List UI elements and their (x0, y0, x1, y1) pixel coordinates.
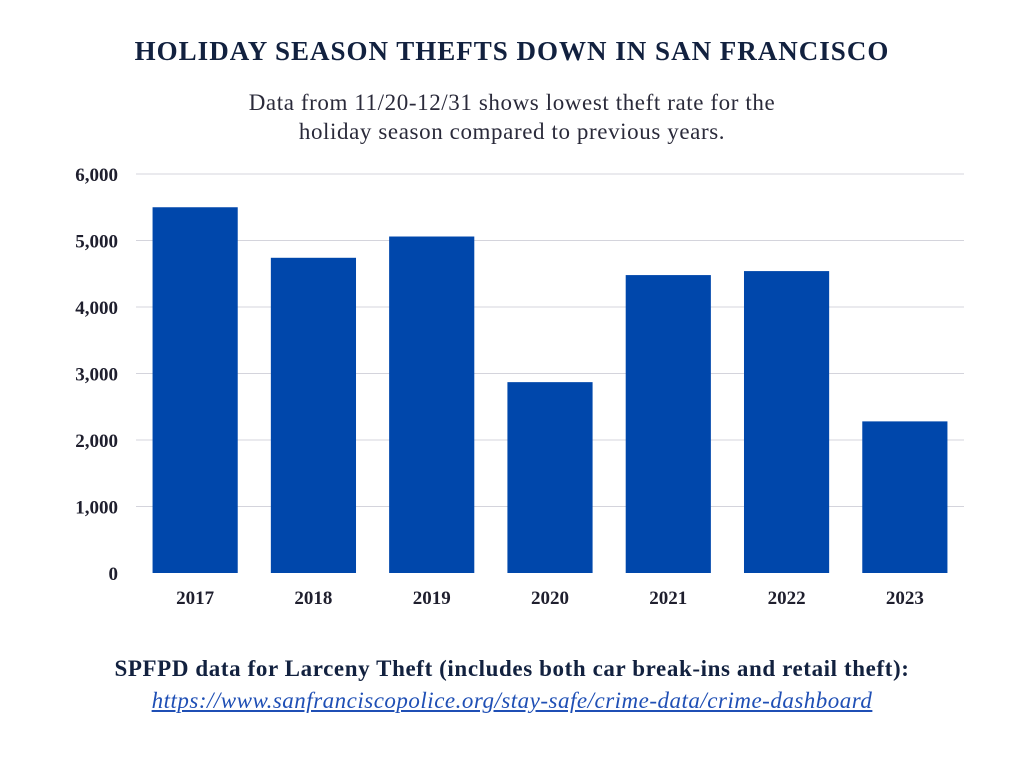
subtitle-line: holiday season compared to previous year… (298, 119, 726, 144)
source-note: SPFPD data for Larceny Theft (includes b… (114, 656, 910, 681)
x-tick-label: 2022 (768, 588, 806, 609)
bar-2023 (862, 421, 948, 573)
x-tick-label: 2017 (176, 588, 215, 609)
x-tick-label: 2023 (886, 588, 924, 609)
subtitle-line: Data from 11/20-12/31 shows lowest theft… (248, 90, 776, 115)
x-tick-label: 2021 (649, 588, 687, 609)
y-tick-label: 1,000 (75, 498, 118, 519)
x-tick-label: 2020 (531, 588, 569, 609)
bar-2017 (152, 207, 238, 573)
chart-title: HOLIDAY SEASON THEFTS DOWN IN SAN FRANCI… (134, 36, 890, 66)
bar-chart: 0 1,000 2,000 3,000 4,000 5,000 6,000 2017 2018… (75, 165, 964, 609)
source-link-wrapper: https://www.sanfranciscopolice.org/stay-… (0, 688, 1024, 714)
chart-subtitle: Data from 11/20-12/31 shows lowest theft… (0, 88, 1024, 146)
x-tick-label: 2018 (294, 588, 332, 609)
source-link[interactable]: https://www.sanfranciscopolice.org/stay-… (151, 688, 873, 713)
y-tick-label: 4,000 (75, 298, 118, 319)
y-tick-label: 5,000 (75, 232, 118, 253)
bar-2022 (743, 271, 830, 573)
bar-2021 (625, 275, 711, 573)
x-tick-label: 2019 (413, 588, 451, 609)
y-tick-label: 0 (109, 564, 119, 585)
y-tick-label: 2,000 (75, 431, 118, 452)
y-tick-label: 6,000 (75, 165, 118, 186)
bar-2018 (270, 257, 357, 573)
bar-2020 (507, 382, 593, 573)
bar-2019 (389, 236, 475, 573)
y-tick-label: 3,000 (75, 365, 118, 386)
